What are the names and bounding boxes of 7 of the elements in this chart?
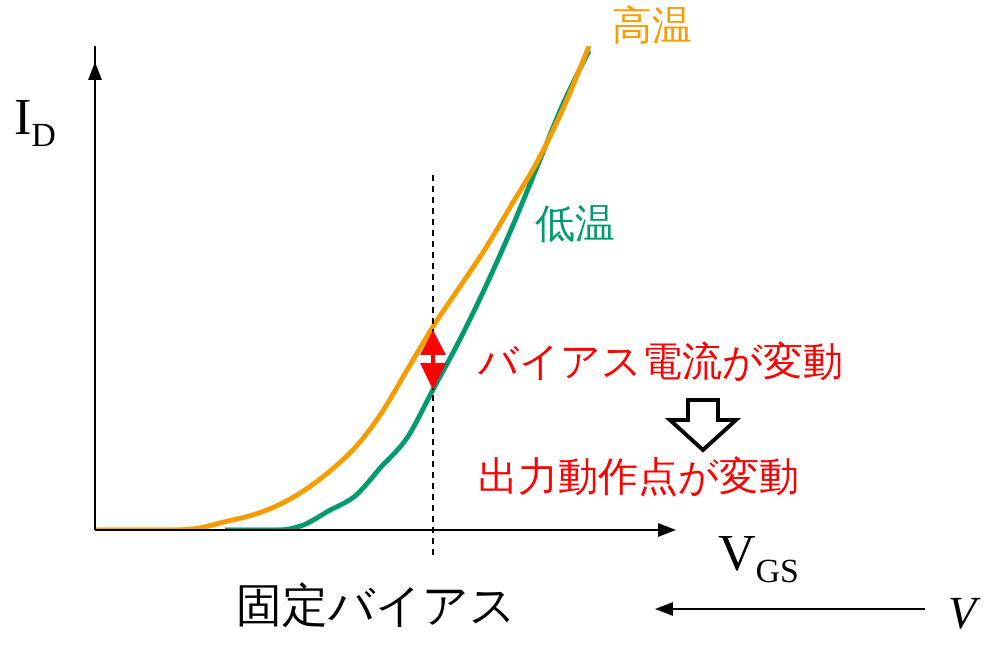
series-label: 高温 [612,3,692,49]
annotation: 出力動作点が変動 [478,454,799,500]
x-axis-title: V$_{GS}$ [718,525,799,590]
text: 固定バイアス [236,578,516,632]
annotation: バイアス電流が変動 [478,339,843,385]
series-label: 低温 [535,201,615,247]
y-axis-title: I$_{D}$ [14,89,56,154]
